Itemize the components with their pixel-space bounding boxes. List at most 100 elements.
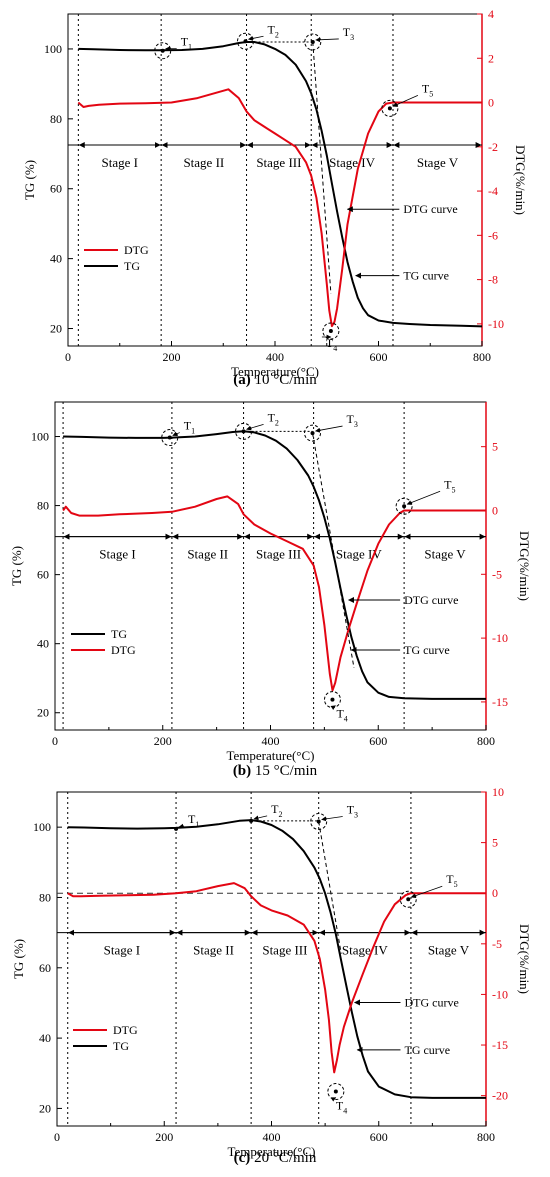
- y-right-tick-label: -5: [492, 937, 502, 951]
- point-dot: [160, 48, 165, 53]
- point-dot: [333, 1089, 338, 1094]
- curve-annotation-label: DTG curve: [404, 593, 458, 607]
- point-label-letter: T: [271, 802, 279, 816]
- point-dot: [316, 819, 321, 824]
- point-label-t2: T2: [268, 22, 279, 39]
- point-label-t5: T5: [446, 872, 457, 889]
- stage-label: Stage III: [262, 943, 307, 958]
- point-marker-circle: [154, 42, 172, 60]
- point-label-sub: 3: [354, 811, 358, 820]
- point-leader: [315, 37, 339, 43]
- y-right-tick-label: -10: [492, 987, 508, 1001]
- x-tick-label: 0: [54, 1130, 60, 1144]
- curve-annotation-label: TG curve: [403, 269, 449, 283]
- point-marker-circle: [161, 429, 179, 447]
- y-left-tick-label: 100: [31, 430, 49, 444]
- point-dot: [387, 106, 392, 111]
- stage-label: Stage V: [428, 943, 470, 958]
- point-dot: [402, 504, 407, 509]
- point-label-sub: 1: [191, 427, 195, 436]
- stage-label: Stage IV: [329, 155, 375, 170]
- caption-prefix: (a): [233, 372, 251, 388]
- point-dot: [406, 897, 411, 902]
- y-right-tick-label: -6: [488, 228, 498, 242]
- caption-prefix: (b): [233, 763, 251, 779]
- caption-text: 20 °C/min: [254, 1150, 317, 1166]
- stage-label: Stage IV: [336, 547, 382, 562]
- point-label-letter: T: [336, 707, 344, 721]
- y-right-axis-title: DTG(%/min): [517, 531, 532, 601]
- point-label-t3: T3: [347, 803, 358, 820]
- plot-frame: [67, 13, 483, 347]
- point-label-letter: T: [347, 412, 355, 426]
- stage-label: Stage II: [183, 155, 224, 170]
- y-right-tick-label: -15: [492, 695, 508, 709]
- point-label-letter: T: [184, 419, 192, 433]
- legend-label: TG: [111, 627, 127, 641]
- caption-text: 15 °C/min: [255, 763, 318, 779]
- point-marker-circle: [237, 32, 255, 50]
- point-label-sub: 5: [451, 485, 455, 494]
- point-label-letter: T: [343, 25, 351, 39]
- y-right-tick-label: -10: [488, 317, 504, 331]
- y-right-tick-label: 5: [492, 836, 498, 850]
- y-left-tick-label: 40: [50, 252, 62, 266]
- curve-annotation-label: DTG curve: [403, 202, 457, 216]
- point-leader: [178, 823, 185, 829]
- point-label-t4: T4: [326, 336, 337, 353]
- tangent-dashed-line: [312, 432, 355, 668]
- point-label-sub: 5: [429, 89, 433, 98]
- point-label-sub: 3: [350, 33, 354, 42]
- point-marker-circle: [304, 424, 322, 442]
- y-left-tick-label: 80: [39, 890, 51, 904]
- point-label-sub: 2: [278, 810, 282, 819]
- panel-caption: (c) 20 °C/min: [234, 1150, 317, 1166]
- point-label-t2: T2: [268, 410, 279, 427]
- y-right-tick-label: 10: [492, 785, 504, 799]
- stage-label: Stage III: [256, 155, 301, 170]
- legend-label: DTG: [124, 243, 149, 257]
- series-line-tg: [63, 430, 486, 700]
- y-left-tick-label: 100: [44, 42, 62, 56]
- point-dot: [328, 328, 333, 333]
- y-left-tick-label: 20: [50, 322, 62, 336]
- point-dot: [241, 429, 246, 434]
- point-label-sub: 1: [188, 43, 192, 52]
- plot-frame: [54, 401, 487, 731]
- y-right-tick-label: 0: [492, 886, 498, 900]
- series-line-dtg: [62, 495, 486, 692]
- x-tick-label: 600: [370, 1130, 388, 1144]
- point-leader: [253, 815, 268, 821]
- point-leader: [392, 94, 419, 107]
- panel-caption: (b) 15 °C/min: [233, 763, 318, 779]
- x-tick-label: 400: [262, 734, 280, 748]
- point-label-sub: 2: [275, 418, 279, 427]
- point-label-letter: T: [181, 35, 189, 49]
- point-leader: [315, 425, 343, 433]
- y-right-tick-label: 4: [488, 7, 494, 21]
- caption-prefix: (c): [234, 1150, 251, 1166]
- x-tick-label: 0: [52, 734, 58, 748]
- point-marker-circle: [381, 99, 399, 117]
- x-axis-title: Temperature(°C): [227, 1144, 315, 1159]
- point-label-letter: T: [336, 1099, 344, 1113]
- y-right-tick-label: -2: [488, 140, 498, 154]
- point-label-letter: T: [422, 81, 430, 95]
- y-left-tick-label: 20: [39, 1101, 51, 1115]
- point-label-t3: T3: [343, 25, 354, 42]
- y-left-tick-label: 100: [33, 820, 51, 834]
- x-axis-title: Temperature(°C): [231, 364, 319, 379]
- x-tick-label: 600: [370, 350, 388, 364]
- point-label-t4: T4: [336, 1099, 347, 1116]
- y-right-axis-title: DTG(%/min): [517, 924, 532, 994]
- y-left-tick-label: 60: [39, 961, 51, 975]
- x-axis-title: Temperature(°C): [226, 748, 314, 763]
- curve-annotation-label: TG curve: [404, 643, 450, 657]
- y-left-tick-label: 40: [37, 637, 49, 651]
- y-right-tick-label: 5: [492, 440, 498, 454]
- legend-label: DTG: [113, 1023, 138, 1037]
- y-left-tick-label: 60: [37, 568, 49, 582]
- plot-frame: [56, 791, 487, 1127]
- point-label-t5: T5: [422, 81, 433, 98]
- y-right-tick-label: -10: [492, 631, 508, 645]
